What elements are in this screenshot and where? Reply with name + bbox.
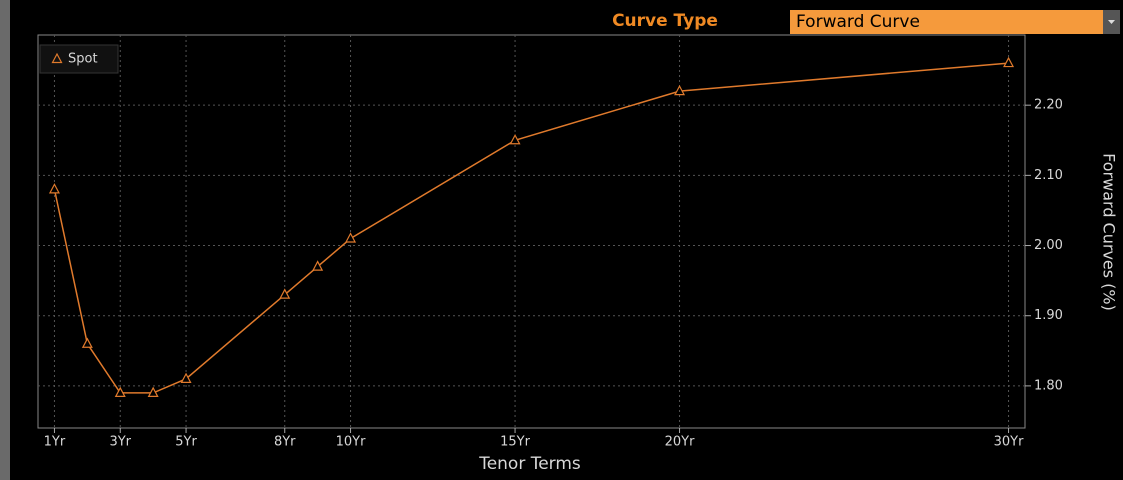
- y-tick-label: 2.10: [1034, 168, 1063, 183]
- plot-frame: [37, 34, 1026, 429]
- x-tick-label: 30Yr: [994, 435, 1024, 450]
- x-tick-label: 8Yr: [274, 435, 296, 450]
- point-marker: [114, 386, 126, 398]
- x-axis-label: Tenor Terms: [478, 454, 581, 474]
- legend-marker: [51, 52, 63, 64]
- x-tick-label: 1Yr: [44, 435, 66, 450]
- y-tick-label: 2.00: [1034, 238, 1063, 253]
- x-tick-label: 20Yr: [665, 435, 695, 450]
- y-tick-label: 1.80: [1034, 378, 1063, 393]
- point-marker: [48, 183, 60, 194]
- y-tick-label: 1.90: [1034, 308, 1063, 323]
- legend-box: [39, 44, 119, 74]
- dropdown[interactable]: [790, 10, 1103, 34]
- x-tick-label: 10Yr: [336, 435, 366, 450]
- dropdown-arrow: [1108, 20, 1115, 24]
- point-marker: [509, 133, 521, 145]
- point-marker: [81, 337, 93, 348]
- point-marker: [180, 372, 192, 383]
- x-tick-label: 3Yr: [109, 435, 131, 450]
- point-marker: [147, 386, 159, 398]
- legend-label: Spot: [68, 52, 98, 67]
- y-tick-label: 2.20: [1034, 98, 1063, 113]
- control-label: Curve Type: [612, 11, 718, 31]
- point-marker: [312, 260, 324, 271]
- point-marker: [279, 288, 291, 299]
- point-marker: [1003, 56, 1015, 68]
- x-tick-label: 15Yr: [500, 435, 530, 450]
- point-marker: [674, 84, 686, 96]
- y-axis-label: Forward Curves (%): [1100, 153, 1119, 311]
- dropdown-value: Forward Curve: [796, 12, 920, 32]
- x-tick-label: 5Yr: [175, 435, 197, 450]
- side-strip: [0, 0, 10, 480]
- point-marker: [345, 232, 357, 243]
